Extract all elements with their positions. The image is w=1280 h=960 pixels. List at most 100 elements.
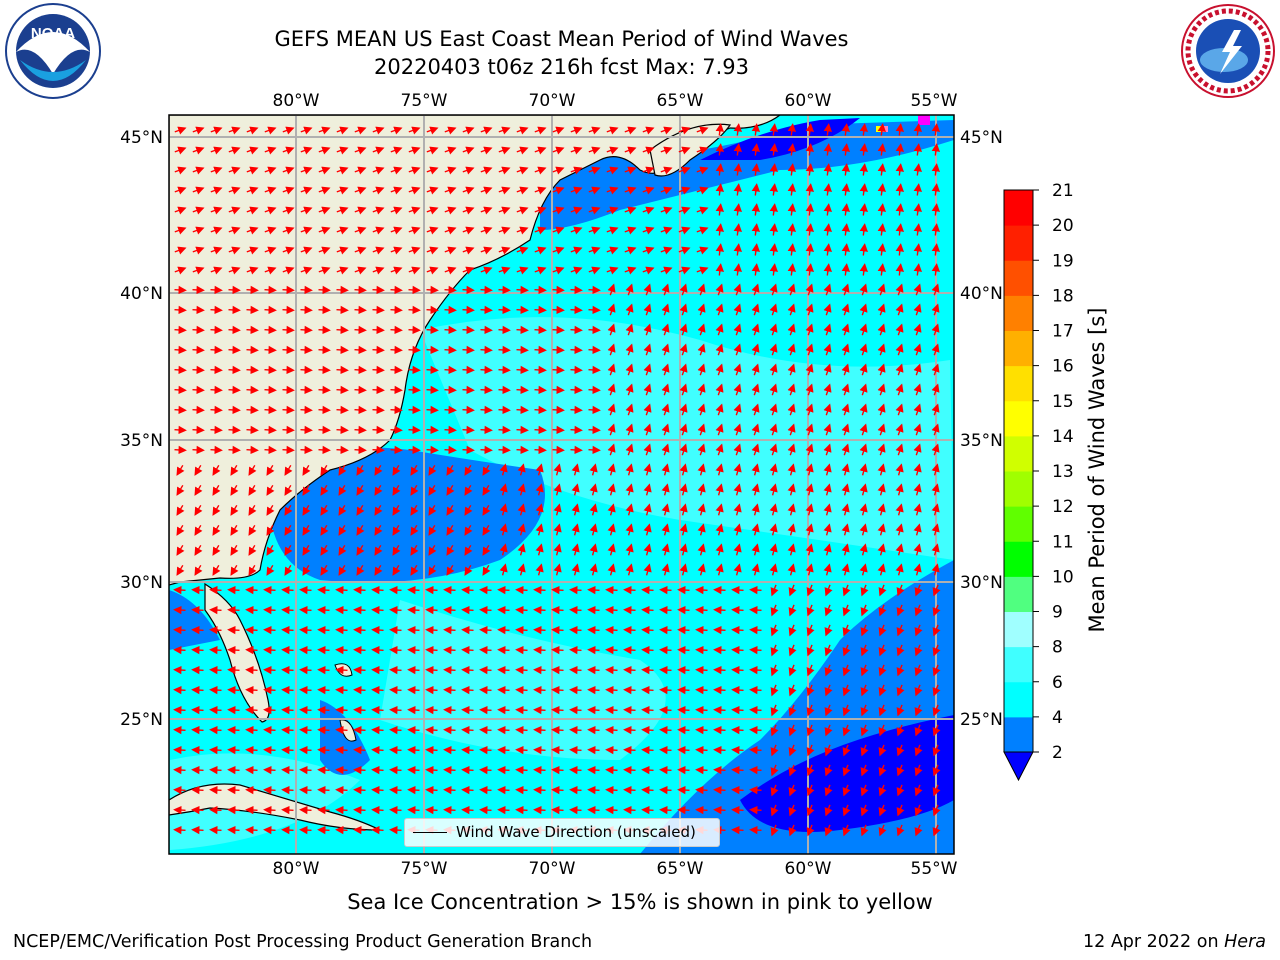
wind-arrow (210, 345, 223, 355)
wind-arrow (623, 665, 636, 675)
wind-arrow (661, 483, 670, 496)
colorbar-segment (1004, 576, 1033, 612)
wind-arrow (497, 685, 510, 695)
wind-arrow (859, 383, 868, 396)
wind-arrow (823, 223, 832, 236)
wind-arrow (318, 305, 331, 315)
wind-arrow (338, 524, 347, 536)
wind-arrow (499, 523, 508, 536)
wind-arrow (227, 765, 240, 775)
wind-arrow (769, 443, 778, 456)
wind-arrow (192, 445, 205, 455)
wind-arrow (787, 183, 796, 196)
wind-arrow (516, 425, 529, 435)
wind-arrow (677, 665, 690, 675)
wind-arrow (407, 785, 420, 795)
wind-arrow (353, 645, 366, 655)
wind-arrow (841, 443, 850, 456)
wind-arrow (931, 423, 940, 436)
wind-arrow (173, 625, 186, 635)
wind-arrow (552, 226, 565, 235)
wind-arrow (787, 423, 796, 436)
wind-arrow (191, 765, 204, 775)
wind-arrow (769, 343, 778, 356)
wind-arrow (390, 146, 403, 155)
wind-arrow (246, 166, 259, 175)
wind-arrow (605, 765, 618, 775)
wind-arrow (426, 425, 439, 435)
wind-arrow (607, 503, 616, 516)
wind-arrow (733, 423, 742, 436)
wind-arrow (462, 405, 475, 415)
wind-arrow (499, 483, 508, 496)
wind-arrow (299, 825, 312, 835)
wind-arrow (788, 664, 797, 677)
wind-arrow (263, 725, 276, 735)
wind-arrow (428, 484, 437, 496)
wind-arrow (643, 303, 652, 316)
wind-arrow (372, 425, 385, 435)
wind-arrow (787, 463, 796, 476)
wind-arrow (823, 363, 832, 376)
wind-arrow (444, 405, 457, 415)
wind-arrow (389, 725, 402, 735)
sea-ice-patch (876, 126, 882, 132)
wind-arrow (300, 305, 313, 315)
wind-arrow (642, 246, 655, 255)
wind-arrow (300, 126, 313, 135)
wind-arrow (697, 363, 706, 376)
wind-arrow (390, 425, 403, 435)
wind-arrow (913, 263, 922, 276)
wind-arrow (462, 365, 475, 375)
wind-arrow (389, 665, 402, 675)
wind-arrow (895, 223, 904, 236)
wind-arrow (284, 564, 293, 576)
wind-arrow (877, 343, 886, 356)
wind-arrow (895, 283, 904, 296)
wind-arrow (371, 645, 384, 655)
wind-arrow (570, 266, 583, 275)
wind-arrow (659, 785, 672, 795)
wind-arrow (228, 246, 241, 255)
wind-arrow (336, 166, 349, 175)
wind-arrow (192, 345, 205, 355)
wind-arrow (425, 685, 438, 695)
wind-arrow (551, 665, 564, 675)
wind-arrow (176, 544, 185, 556)
noaa-logo-text: NOAA (31, 25, 75, 42)
wind-arrow (877, 203, 886, 216)
wind-arrow (209, 745, 222, 755)
wind-arrow (462, 266, 475, 275)
wind-arrow (374, 524, 383, 536)
wind-arrow (336, 445, 349, 455)
wind-arrow (607, 483, 616, 496)
wind-arrow (464, 564, 473, 576)
wind-arrow (173, 745, 186, 755)
wind-arrow (320, 564, 329, 576)
wind-arrow (715, 503, 724, 516)
wind-arrow (931, 283, 940, 296)
wind-arrow (515, 765, 528, 775)
wind-arrow (227, 825, 240, 835)
wind-arrow (192, 365, 205, 375)
wind-arrow (659, 685, 672, 695)
wind-arrow (210, 425, 223, 435)
wind-arrow (749, 725, 762, 735)
wind-arrow (642, 126, 655, 135)
wind-arrow (533, 585, 546, 595)
wind-arrow (263, 605, 276, 615)
wind-arrow (606, 246, 619, 255)
wind-arrow (482, 504, 491, 516)
wind-arrow (299, 805, 312, 815)
wind-arrow (913, 323, 922, 336)
wind-arrow (841, 183, 850, 196)
wind-arrow (284, 544, 293, 556)
wind-arrow (660, 226, 673, 235)
wind-arrow (534, 445, 547, 455)
wind-arrow (354, 246, 367, 255)
wind-arrow (230, 564, 239, 576)
wind-arrow (913, 143, 922, 156)
wind-arrow (264, 226, 277, 235)
wind-arrow (498, 325, 511, 335)
wind-arrow (354, 285, 367, 295)
